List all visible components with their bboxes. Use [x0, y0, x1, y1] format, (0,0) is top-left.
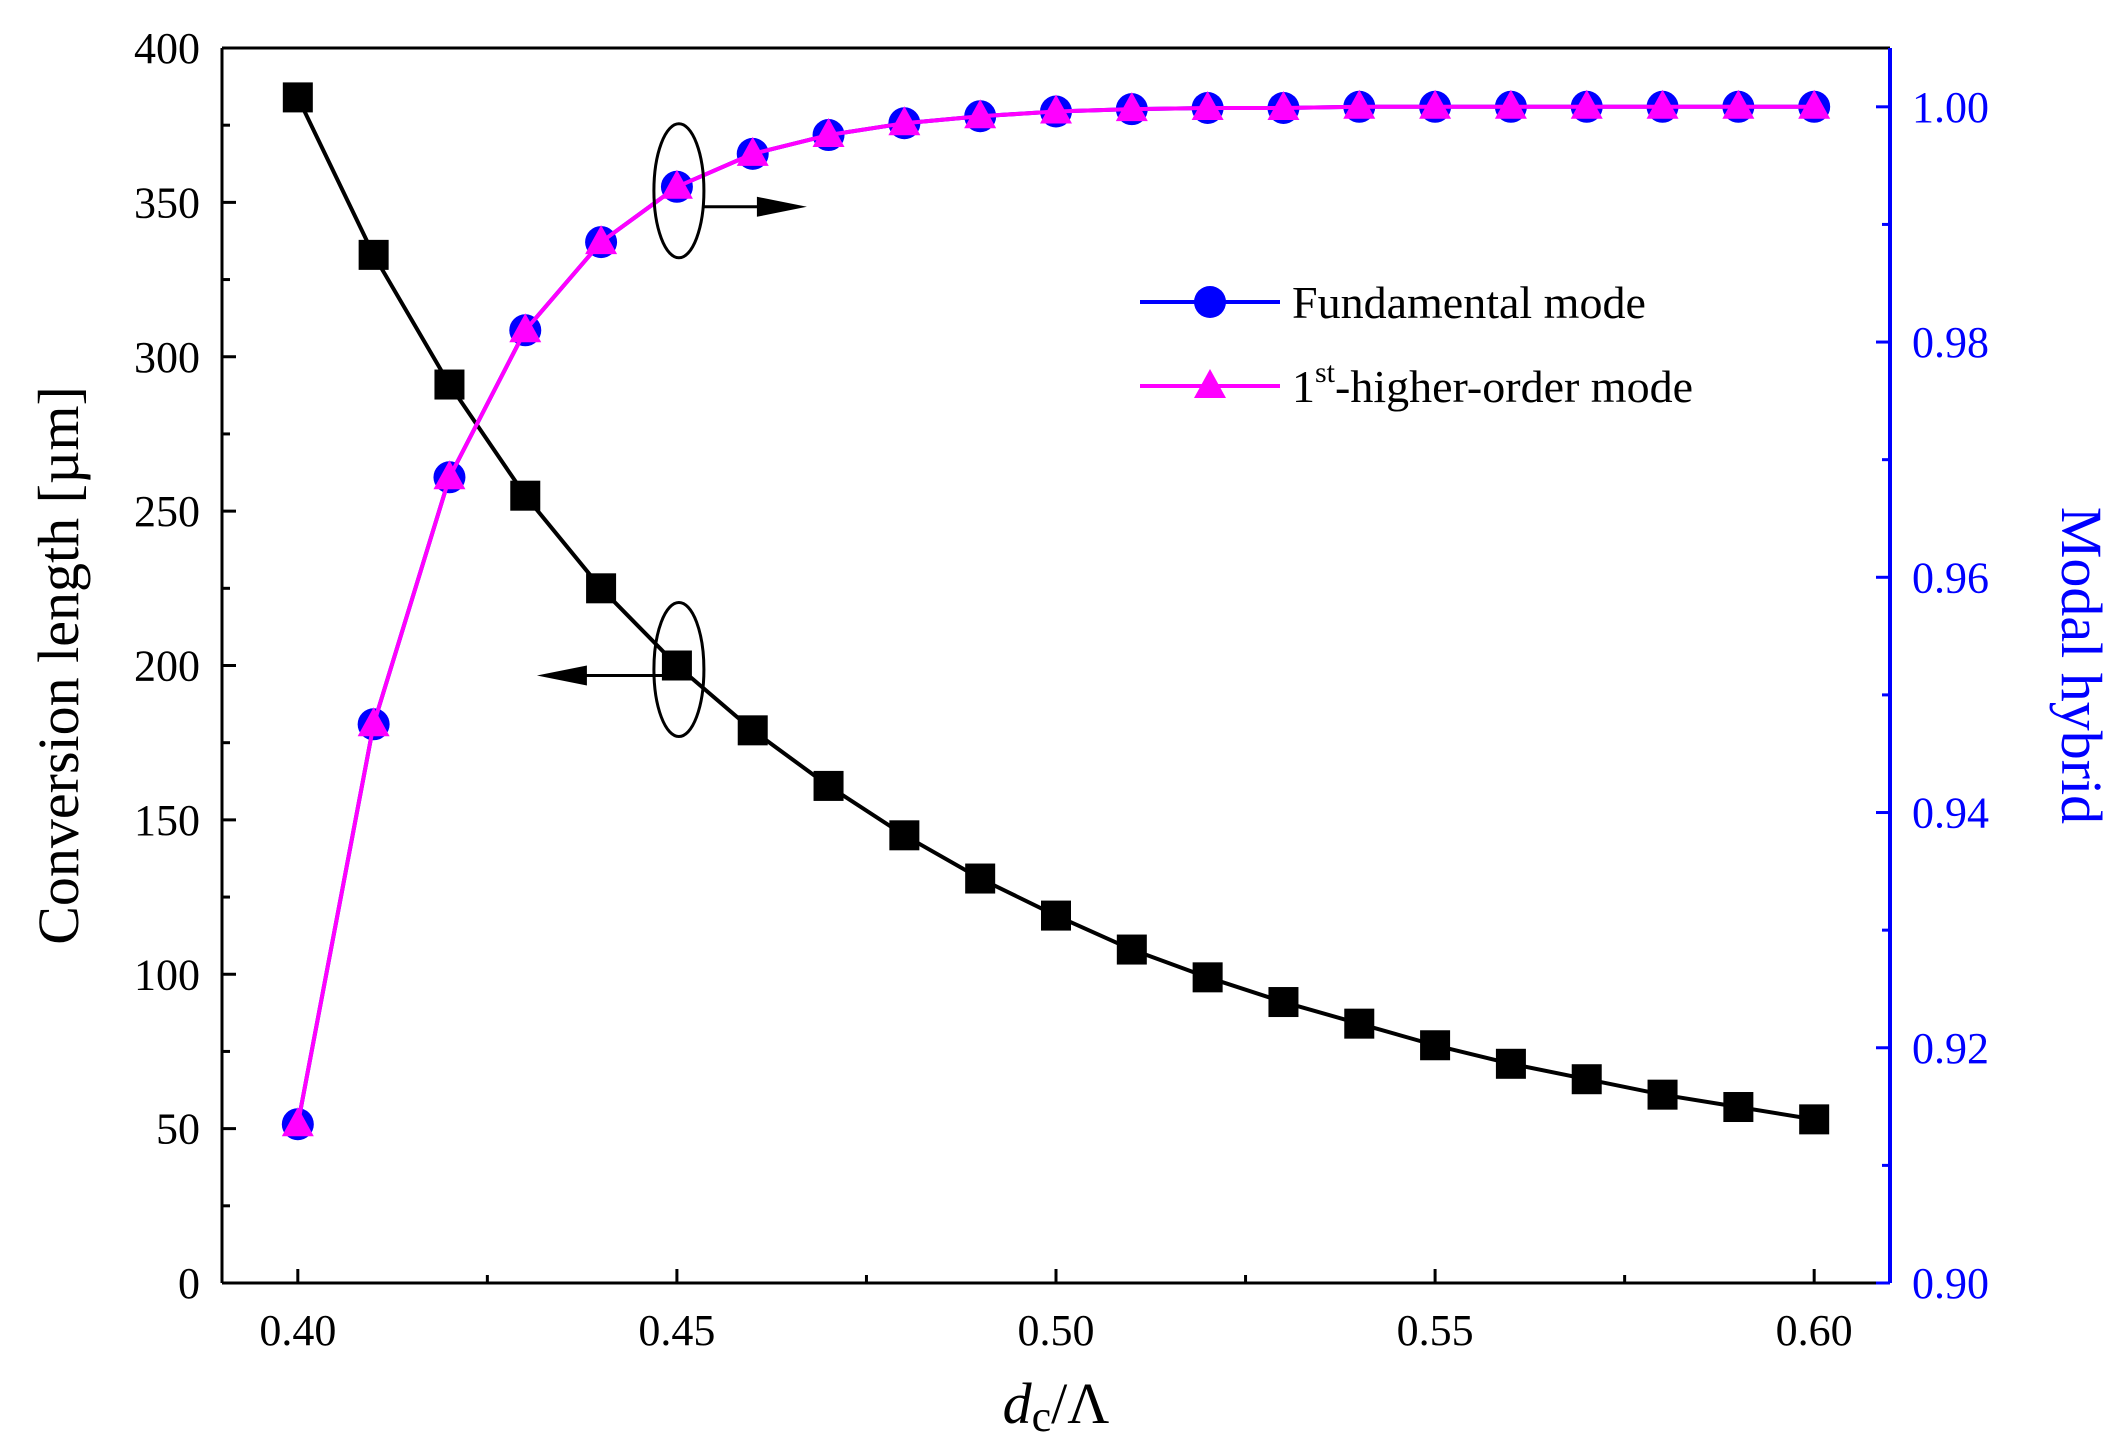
x-tick-label: 0.40 [259, 1306, 336, 1355]
x-tick-label: 0.45 [638, 1306, 715, 1355]
triangle-point [736, 136, 769, 166]
left-tick-label: 50 [156, 1105, 200, 1154]
square-point [813, 770, 844, 801]
left-axis-title: Conversion length [µm] [26, 386, 91, 945]
square-point [1192, 962, 1223, 993]
square-point [1495, 1048, 1526, 1079]
triangle-point [281, 1107, 314, 1137]
triangle-point [812, 118, 845, 148]
triangle-point [1494, 89, 1527, 119]
series-conversion-length [282, 82, 1830, 1135]
right-tick-label: 0.90 [1912, 1259, 1989, 1308]
triangle-point [1722, 89, 1755, 119]
legend-triangle-marker [1194, 369, 1226, 398]
right-axis-title: Modal hybrid [2049, 507, 2114, 824]
square-point [434, 369, 465, 400]
series-line [295, 104, 1815, 1125]
triangle-point [585, 225, 618, 255]
square-point [965, 863, 996, 894]
square-point [737, 715, 768, 746]
square-point [282, 82, 313, 113]
left-tick-label: 400 [134, 24, 200, 73]
annotation-ellipse [652, 122, 706, 260]
square-point [1268, 987, 1299, 1018]
plot-frame [220, 46, 1892, 1285]
right-tick-label: 0.94 [1912, 789, 1989, 838]
square-point [1723, 1092, 1754, 1123]
triangle-point [888, 106, 921, 136]
x-axis: 0.40 0.45 0.50 0.55 0.60 dc/Λ [259, 1269, 1853, 1441]
triangle-point [964, 99, 997, 129]
right-y-axis: 0.90 0.92 0.94 0.96 0.98 1.00 Modal hybrid [1876, 83, 2114, 1308]
square-point [1420, 1030, 1451, 1061]
square-point [1647, 1079, 1678, 1110]
x-tick-label: 0.60 [1776, 1306, 1853, 1355]
left-tick-label: 350 [134, 178, 200, 227]
triangle-point [433, 460, 466, 490]
square-point [889, 820, 920, 851]
triangle-point [1419, 89, 1452, 119]
square-point [1799, 1104, 1830, 1135]
right-tick-label: 0.96 [1912, 553, 1989, 602]
left-y-axis: 0 50 100 150 200 250 300 350 400 Conversion lengt… [26, 24, 236, 1308]
legend-entry-fundamental: Fundamental mode [1140, 277, 1646, 328]
legend-label: Fundamental mode [1292, 277, 1646, 328]
square-point [1116, 934, 1147, 965]
annotation-ellipse [652, 601, 706, 738]
annotations [536, 122, 807, 738]
series-layer [281, 82, 1831, 1141]
square-point [586, 573, 617, 604]
legend-entry-higher-order: 1st-higher-order mode [1140, 356, 1693, 412]
square-point [1571, 1064, 1602, 1095]
x-tick-label: 0.50 [1018, 1306, 1095, 1355]
arrow-head [756, 196, 807, 217]
square-point [510, 480, 541, 511]
square-point [358, 239, 389, 270]
triangle-point [1343, 89, 1376, 119]
square-point [1041, 900, 1071, 931]
triangle-point [1040, 94, 1072, 124]
legend-circle-marker [1194, 286, 1226, 318]
triangle-point [509, 313, 542, 343]
triangle-point [1646, 89, 1679, 119]
triangle-point [1570, 89, 1603, 119]
series-line [296, 96, 1815, 1122]
x-tick-label: 0.55 [1397, 1306, 1474, 1355]
triangle-point [1798, 89, 1831, 119]
triangle-point [357, 707, 390, 737]
left-tick-label: 300 [134, 333, 200, 382]
left-tick-label: 150 [134, 796, 200, 845]
triangle-point [1115, 92, 1148, 122]
triangle-point [1267, 90, 1300, 120]
series-1st-higher-order-mode [281, 89, 1831, 1137]
triangle-point [1191, 90, 1224, 120]
arrow-head [536, 665, 587, 686]
right-tick-label: 0.98 [1912, 318, 1989, 367]
square-point [1344, 1008, 1375, 1039]
legend-label: 1st-higher-order mode [1292, 356, 1693, 412]
left-axis-pointer [536, 601, 706, 738]
left-tick-label: 250 [134, 487, 200, 536]
left-tick-label: 100 [134, 950, 200, 999]
right-tick-label: 1.00 [1912, 83, 1989, 132]
legend: Fundamental mode 1st-higher-order mode [1140, 277, 1693, 412]
left-tick-label: 200 [134, 642, 200, 691]
x-axis-title: dc/Λ [1003, 1371, 1110, 1441]
left-tick-label: 0 [178, 1259, 200, 1308]
right-axis-pointer [652, 122, 807, 260]
series-line [295, 104, 1815, 1125]
right-tick-label: 0.92 [1912, 1024, 1989, 1073]
triangle-point [660, 169, 693, 199]
series-fundamental-mode [281, 90, 1831, 1141]
